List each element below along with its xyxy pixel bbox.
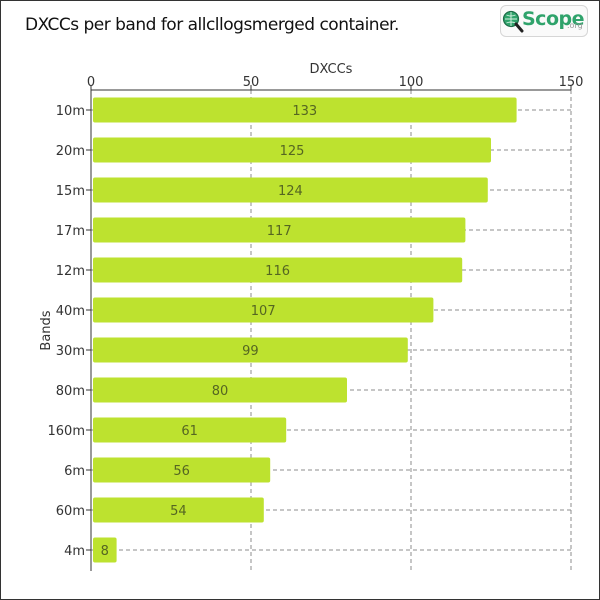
y-tick-label: 30m [56,344,85,359]
qrzscope-logo: Scope .org [500,5,588,37]
bar [93,337,408,363]
x-tick-label: 150 [559,75,584,90]
x-axis-title: DXCCs [310,62,353,77]
bar [93,217,466,243]
y-tick-label: 80m [56,384,85,399]
bar [93,417,287,443]
bar-value-label: 124 [278,184,303,199]
bar [93,537,117,563]
bar [93,137,491,163]
bar [93,97,517,123]
bar-value-label: 107 [251,304,276,319]
bar-value-label: 56 [173,464,190,479]
y-tick-label: 15m [56,184,85,199]
y-tick-label: 160m [48,424,85,439]
bar-value-label: 117 [267,224,292,239]
bar [93,497,264,523]
y-tick-label: 12m [56,264,85,279]
y-tick-label: 17m [56,224,85,239]
bar-layer: 133 125 124 117 116 107 99 80 61 56 54 8 [93,97,517,563]
y-tick-label: 4m [64,544,85,559]
bar-value-label: 8 [101,544,109,559]
bar [93,297,434,323]
bar [93,377,347,403]
logo-brand-text: Scope [522,8,585,30]
bar-value-label: 125 [280,144,305,159]
y-tick-label: 40m [56,304,85,319]
logo-tld-text: .org [567,21,583,30]
x-tick-label: 50 [243,75,260,90]
magnifier-globe-icon [502,10,524,33]
bar-value-label: 133 [292,104,317,119]
y-tick-label: 10m [56,104,85,119]
bar-value-label: 61 [181,424,198,439]
x-tick-label: 0 [87,75,95,90]
bar-value-label: 116 [265,264,290,279]
chart-title: DXCCs per band for allcllogsmerged conta… [25,15,399,35]
y-tick-label: 20m [56,144,85,159]
bar-value-label: 99 [242,344,259,359]
bar-value-label: 80 [212,384,229,399]
y-axis-title: Bands [39,310,54,350]
y-tick-label: 60m [56,504,85,519]
x-tick-label: 100 [399,75,424,90]
bar [93,177,488,203]
y-tick-label: 6m [64,464,85,479]
axis-layer: 0 50 100 150 10m 20m 15m 17m 12m 40m 30m 80m 160m 6m 6… [48,75,584,571]
bar [93,257,463,283]
bar-value-label: 54 [170,504,187,519]
bar [93,457,271,483]
